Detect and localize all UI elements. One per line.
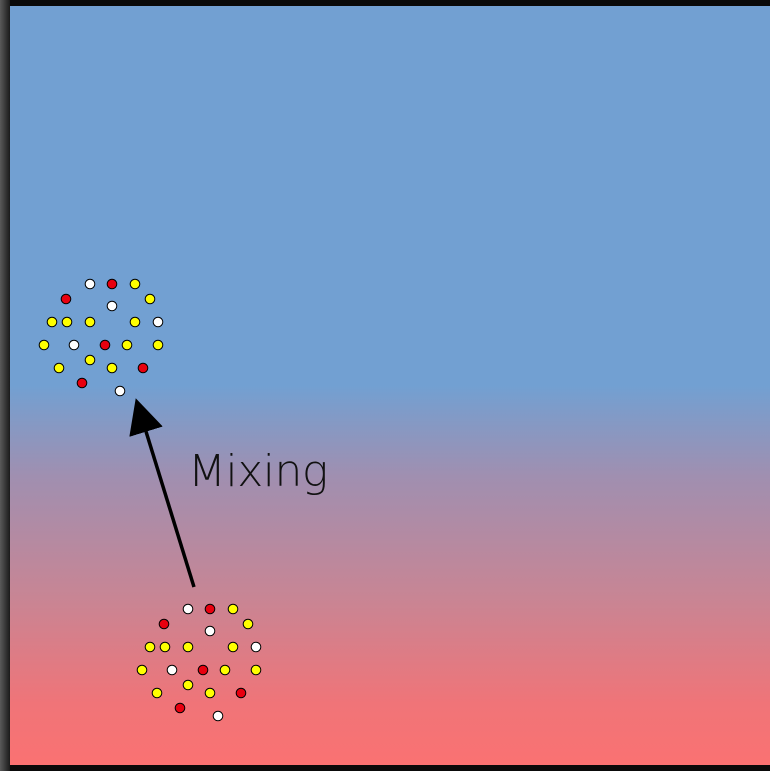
particle-yellow (227, 641, 239, 653)
particle-yellow (242, 618, 254, 630)
particle-yellow (144, 293, 156, 305)
particle-yellow (136, 664, 148, 676)
particle-red (204, 603, 216, 615)
particle-white (114, 385, 126, 397)
particle-yellow (46, 316, 58, 328)
particle-cluster-bottom (136, 603, 262, 722)
particle-yellow (106, 362, 118, 374)
particle-yellow (182, 641, 194, 653)
particle-yellow (121, 339, 133, 351)
particle-white (204, 625, 216, 637)
particle-yellow (204, 687, 216, 699)
particle-white (84, 278, 96, 290)
particle-cluster-top (38, 278, 164, 397)
particle-yellow (84, 316, 96, 328)
particle-red (174, 702, 186, 714)
particle-yellow (144, 641, 156, 653)
particle-yellow (182, 679, 194, 691)
particle-yellow (129, 278, 141, 290)
particle-yellow (61, 316, 73, 328)
particle-yellow (53, 362, 65, 374)
particle-white (106, 300, 118, 312)
particle-yellow (151, 687, 163, 699)
particle-yellow (250, 664, 262, 676)
particle-white (166, 664, 178, 676)
particle-red (137, 362, 149, 374)
particle-red (197, 664, 209, 676)
particle-yellow (84, 354, 96, 366)
particle-yellow (38, 339, 50, 351)
particle-white (212, 710, 224, 722)
particle-white (182, 603, 194, 615)
particle-yellow (129, 316, 141, 328)
particle-yellow (159, 641, 171, 653)
particle-yellow (152, 339, 164, 351)
particle-white (68, 339, 80, 351)
particle-red (235, 687, 247, 699)
particle-white (250, 641, 262, 653)
particle-red (60, 293, 72, 305)
particle-red (99, 339, 111, 351)
particle-red (158, 618, 170, 630)
particle-white (152, 316, 164, 328)
left-edge-strip (0, 0, 10, 771)
particle-yellow (219, 664, 231, 676)
particle-yellow (227, 603, 239, 615)
mixing-arrow (129, 398, 196, 588)
particle-red (76, 377, 88, 389)
particle-red (106, 278, 118, 290)
mixing-label: Mixing (188, 446, 328, 497)
